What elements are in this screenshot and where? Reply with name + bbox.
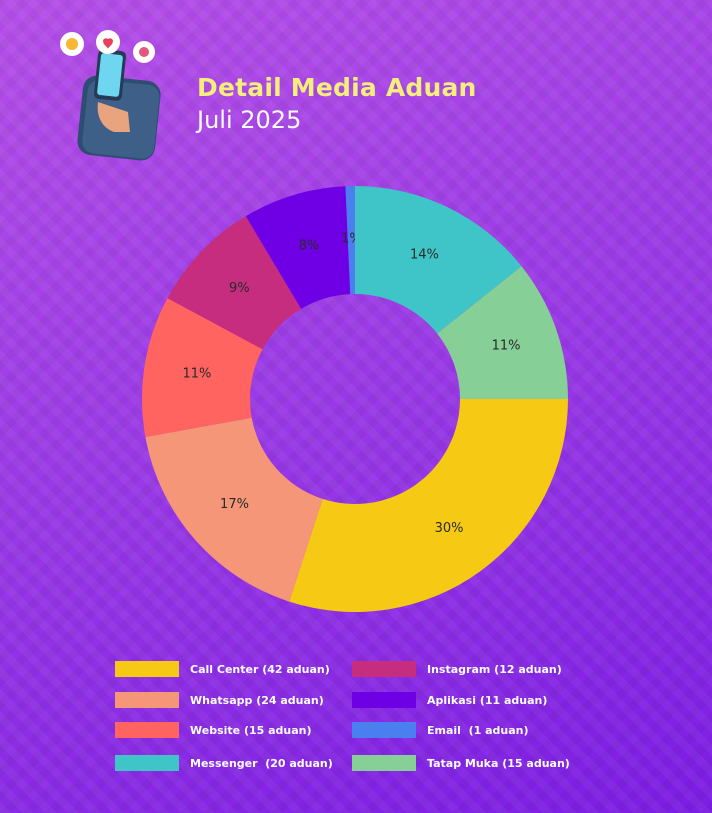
legend-label: Messenger (20 aduan): [190, 756, 333, 770]
legend-item-whatsapp: Whatsapp (24 aduan): [115, 690, 324, 710]
donut-slice-4: [245, 186, 351, 309]
donut-slice-0: [289, 399, 568, 612]
slice-percent-label-7: 11%: [492, 339, 521, 354]
donut-slice-6: [355, 186, 522, 334]
legend-swatch: [115, 661, 179, 677]
donut-slice-2: [141, 298, 263, 438]
legend-label: Website (15 aduan): [190, 723, 312, 737]
legend-item-messenger: Messenger (20 aduan): [115, 753, 333, 773]
legend-swatch: [352, 722, 416, 738]
legend-label: Instagram (12 aduan): [427, 662, 562, 676]
donut-slice-1: [145, 417, 323, 602]
title-block: Detail Media Aduan Juli 2025: [197, 71, 477, 135]
chart-title: Detail Media Aduan: [197, 73, 477, 102]
slice-percent-label-4: 8%: [299, 238, 320, 253]
legend-swatch: [115, 722, 179, 738]
donut-slice-7: [437, 266, 568, 399]
legend-item-instagram: Instagram (12 aduan): [352, 659, 562, 679]
legend-label: Call Center (42 aduan): [190, 662, 330, 676]
legend-swatch: [115, 755, 179, 771]
legend-swatch: [352, 661, 416, 677]
slice-percent-label-1: 17%: [220, 497, 249, 512]
legend-item-aplikasi: Aplikasi (11 aduan): [352, 690, 547, 710]
donut-slice-5: [345, 186, 355, 295]
legend-swatch: [115, 692, 179, 708]
legend-label: Tatap Muka (15 aduan): [427, 756, 570, 770]
slice-percent-label-2: 11%: [183, 366, 212, 381]
legend-item-tatap-muka: Tatap Muka (15 aduan): [352, 753, 570, 773]
legend-item-call-center: Call Center (42 aduan): [115, 659, 330, 679]
chart-subtitle: Juli 2025: [197, 106, 302, 134]
legend-swatch: [352, 755, 416, 771]
legend-label: Email (1 aduan): [427, 723, 529, 737]
slice-percent-label-0: 30%: [435, 521, 464, 536]
legend-label: Aplikasi (11 aduan): [427, 693, 548, 707]
legend-item-email: Email (1 aduan): [352, 720, 529, 740]
legend-label: Whatsapp (24 aduan): [190, 693, 324, 707]
slice-percent-label-3: 9%: [229, 281, 250, 296]
phone-notification-illustration: [60, 30, 161, 161]
legend-item-website: Website (15 aduan): [115, 720, 312, 740]
slice-percent-label-6: 14%: [410, 247, 439, 262]
legend-swatch: [352, 692, 416, 708]
donut-slice-3: [167, 216, 302, 350]
